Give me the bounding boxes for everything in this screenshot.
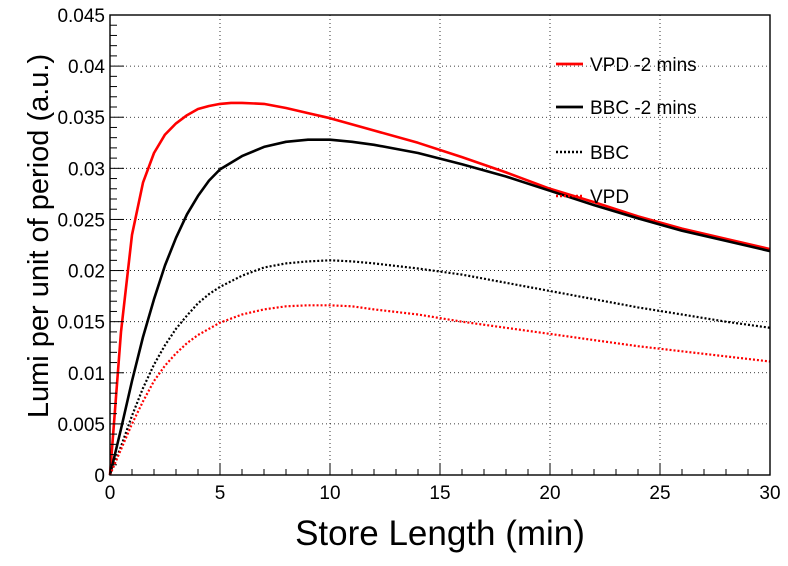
y-tick-label: 0 — [94, 466, 105, 487]
series-lines — [108, 101, 771, 476]
series-line-vpd — [108, 304, 771, 476]
y-tick-label: 0.045 — [57, 6, 105, 27]
y-tick-label: 0.02 — [68, 262, 105, 283]
series-line-vpd-2-mins — [108, 101, 771, 476]
y-tick-label: 0.01 — [68, 364, 105, 385]
x-tick-label: 5 — [215, 483, 226, 504]
series-line-bbc-2-mins — [108, 138, 771, 476]
legend-label: VPD -2 mins — [590, 55, 697, 76]
axis-ticks — [109, 14, 771, 476]
legend-label: BBC — [590, 143, 629, 164]
y-tick-labels: 0 0.005 0.01 0.015 0.02 0.025 0.03 0.035 0.04 0.0… — [57, 6, 105, 487]
legend: VPD -2 mins BBC -2 mins BBC VPD — [556, 55, 697, 208]
x-tick-label: 0 — [105, 483, 116, 504]
x-tick-label: 30 — [759, 483, 780, 504]
x-tick-label: 20 — [539, 483, 560, 504]
y-tick-label: 0.005 — [57, 415, 105, 436]
y-tick-label: 0.04 — [68, 57, 105, 78]
grid — [110, 15, 770, 475]
legend-label: VPD — [590, 187, 629, 208]
y-tick-label: 0.03 — [68, 159, 105, 180]
legend-label: BBC -2 mins — [590, 98, 697, 119]
x-tick-label: 15 — [429, 483, 450, 504]
x-tick-label: 10 — [319, 483, 340, 504]
x-tick-label: 25 — [649, 483, 670, 504]
y-tick-label: 0.015 — [57, 313, 105, 334]
y-tick-label: 0.035 — [57, 108, 105, 129]
y-axis-title: Lumi per unit of period (a.u.) — [23, 54, 55, 418]
x-axis-title: Store Length (min) — [295, 514, 585, 553]
y-tick-label: 0.025 — [57, 210, 105, 231]
x-tick-labels: 0 5 10 15 20 25 30 — [105, 483, 781, 504]
series-line-bbc — [108, 259, 771, 476]
